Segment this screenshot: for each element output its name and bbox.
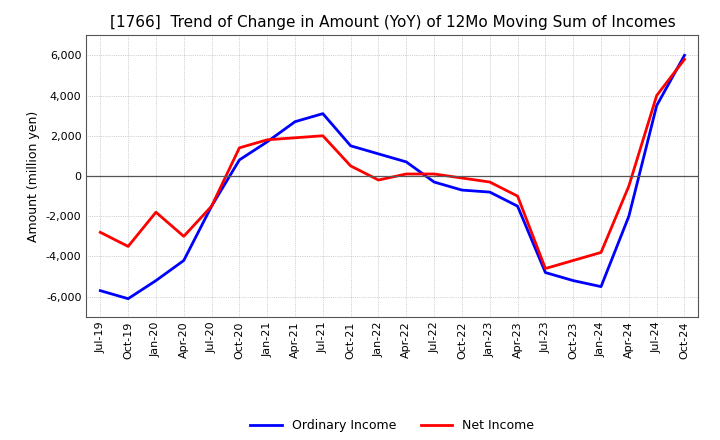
Line: Ordinary Income: Ordinary Income [100,55,685,299]
Net Income [541,266,550,271]
Net Income [179,234,188,239]
Net Income [402,171,410,176]
Legend: Ordinary Income, Net Income: Ordinary Income, Net Income [246,414,539,437]
Net Income [680,57,689,62]
Ordinary Income [263,139,271,144]
Ordinary Income [346,143,355,148]
Ordinary Income [374,151,383,157]
Ordinary Income [569,278,577,283]
Net Income [569,258,577,263]
Ordinary Income [179,258,188,263]
Line: Net Income: Net Income [100,59,685,268]
Ordinary Income [318,111,327,116]
Net Income [124,244,132,249]
Y-axis label: Amount (million yen): Amount (million yen) [27,110,40,242]
Ordinary Income [458,187,467,193]
Net Income [318,133,327,139]
Net Income [430,171,438,176]
Net Income [207,204,216,209]
Net Income [152,209,161,215]
Net Income [96,230,104,235]
Net Income [291,135,300,140]
Ordinary Income [291,119,300,125]
Net Income [374,177,383,183]
Net Income [652,93,661,98]
Ordinary Income [652,103,661,108]
Net Income [485,180,494,185]
Ordinary Income [152,278,161,283]
Ordinary Income [624,213,633,219]
Ordinary Income [485,190,494,195]
Net Income [624,183,633,189]
Net Income [458,176,467,181]
Net Income [346,163,355,169]
Ordinary Income [597,284,606,289]
Ordinary Income [430,180,438,185]
Ordinary Income [124,296,132,301]
Net Income [513,194,522,199]
Ordinary Income [235,157,243,162]
Net Income [597,250,606,255]
Net Income [235,145,243,150]
Title: [1766]  Trend of Change in Amount (YoY) of 12Mo Moving Sum of Incomes: [1766] Trend of Change in Amount (YoY) o… [109,15,675,30]
Ordinary Income [680,53,689,58]
Ordinary Income [402,159,410,165]
Ordinary Income [96,288,104,293]
Ordinary Income [207,204,216,209]
Ordinary Income [541,270,550,275]
Net Income [263,137,271,143]
Ordinary Income [513,204,522,209]
